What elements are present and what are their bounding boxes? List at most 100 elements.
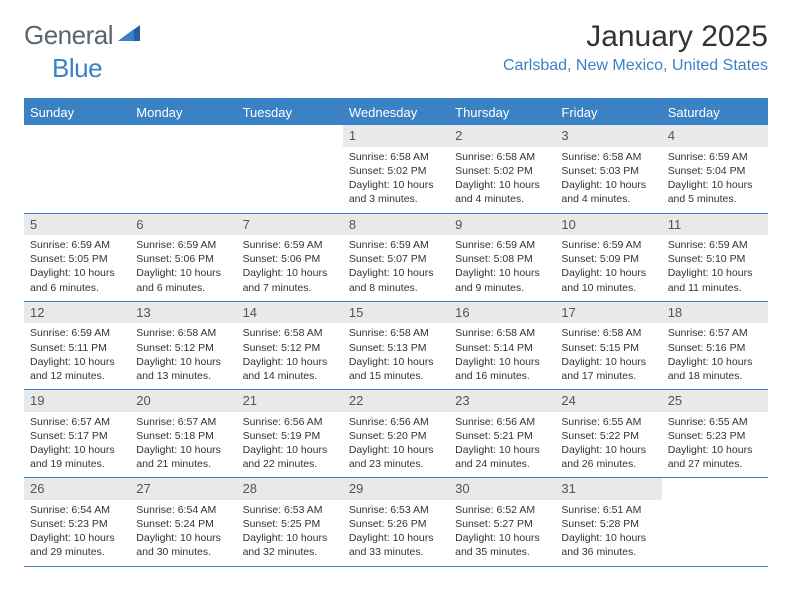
calendar-day-cell: 6Sunrise: 6:59 AMSunset: 5:06 PMDaylight… xyxy=(130,213,236,301)
day-details xyxy=(130,147,236,197)
day-details: Sunrise: 6:58 AMSunset: 5:13 PMDaylight:… xyxy=(343,323,449,389)
day-details: Sunrise: 6:57 AMSunset: 5:17 PMDaylight:… xyxy=(24,412,130,478)
logo-text-general: General xyxy=(24,20,113,51)
weekday-header: Thursday xyxy=(449,99,555,125)
calendar-day-cell: 13Sunrise: 6:58 AMSunset: 5:12 PMDayligh… xyxy=(130,301,236,389)
day-details: Sunrise: 6:58 AMSunset: 5:12 PMDaylight:… xyxy=(130,323,236,389)
calendar-day-cell: 28Sunrise: 6:53 AMSunset: 5:25 PMDayligh… xyxy=(237,478,343,566)
calendar-day-cell: 15Sunrise: 6:58 AMSunset: 5:13 PMDayligh… xyxy=(343,301,449,389)
day-details xyxy=(662,500,768,550)
day-details: Sunrise: 6:58 AMSunset: 5:14 PMDaylight:… xyxy=(449,323,555,389)
day-details: Sunrise: 6:53 AMSunset: 5:26 PMDaylight:… xyxy=(343,500,449,566)
day-details: Sunrise: 6:52 AMSunset: 5:27 PMDaylight:… xyxy=(449,500,555,566)
calendar-day-cell: 12Sunrise: 6:59 AMSunset: 5:11 PMDayligh… xyxy=(24,301,130,389)
calendar-day-cell: 10Sunrise: 6:59 AMSunset: 5:09 PMDayligh… xyxy=(555,213,661,301)
day-details: Sunrise: 6:56 AMSunset: 5:20 PMDaylight:… xyxy=(343,412,449,478)
day-details: Sunrise: 6:59 AMSunset: 5:06 PMDaylight:… xyxy=(130,235,236,301)
calendar-day-cell: 27Sunrise: 6:54 AMSunset: 5:24 PMDayligh… xyxy=(130,478,236,566)
day-number: 27 xyxy=(130,478,236,500)
day-details: Sunrise: 6:59 AMSunset: 5:09 PMDaylight:… xyxy=(555,235,661,301)
day-details: Sunrise: 6:54 AMSunset: 5:24 PMDaylight:… xyxy=(130,500,236,566)
calendar-day-cell: 19Sunrise: 6:57 AMSunset: 5:17 PMDayligh… xyxy=(24,390,130,478)
day-details: Sunrise: 6:58 AMSunset: 5:02 PMDaylight:… xyxy=(343,147,449,213)
calendar-table: SundayMondayTuesdayWednesdayThursdayFrid… xyxy=(24,98,768,567)
calendar-week-row: 26Sunrise: 6:54 AMSunset: 5:23 PMDayligh… xyxy=(24,478,768,566)
day-details xyxy=(237,147,343,197)
calendar-day-cell: 22Sunrise: 6:56 AMSunset: 5:20 PMDayligh… xyxy=(343,390,449,478)
day-details: Sunrise: 6:55 AMSunset: 5:22 PMDaylight:… xyxy=(555,412,661,478)
calendar-day-cell: 29Sunrise: 6:53 AMSunset: 5:26 PMDayligh… xyxy=(343,478,449,566)
calendar-body: 1Sunrise: 6:58 AMSunset: 5:02 PMDaylight… xyxy=(24,125,768,566)
day-number: 30 xyxy=(449,478,555,500)
weekday-header: Saturday xyxy=(662,99,768,125)
calendar-day-cell: 17Sunrise: 6:58 AMSunset: 5:15 PMDayligh… xyxy=(555,301,661,389)
calendar-day-cell: 16Sunrise: 6:58 AMSunset: 5:14 PMDayligh… xyxy=(449,301,555,389)
day-details: Sunrise: 6:58 AMSunset: 5:03 PMDaylight:… xyxy=(555,147,661,213)
calendar-day-cell: 24Sunrise: 6:55 AMSunset: 5:22 PMDayligh… xyxy=(555,390,661,478)
day-number: 26 xyxy=(24,478,130,500)
day-details xyxy=(24,147,130,197)
title-block: January 2025 Carlsbad, New Mexico, Unite… xyxy=(503,20,768,75)
calendar-day-cell: 23Sunrise: 6:56 AMSunset: 5:21 PMDayligh… xyxy=(449,390,555,478)
calendar-head: SundayMondayTuesdayWednesdayThursdayFrid… xyxy=(24,99,768,125)
calendar-day-cell: 30Sunrise: 6:52 AMSunset: 5:27 PMDayligh… xyxy=(449,478,555,566)
day-number: 13 xyxy=(130,302,236,324)
day-number: 4 xyxy=(662,125,768,147)
calendar-day-cell: 18Sunrise: 6:57 AMSunset: 5:16 PMDayligh… xyxy=(662,301,768,389)
calendar-day-cell: 14Sunrise: 6:58 AMSunset: 5:12 PMDayligh… xyxy=(237,301,343,389)
day-number: 17 xyxy=(555,302,661,324)
calendar-day-cell xyxy=(24,125,130,213)
day-number: 29 xyxy=(343,478,449,500)
day-number xyxy=(662,478,768,500)
day-number: 18 xyxy=(662,302,768,324)
day-number: 28 xyxy=(237,478,343,500)
day-details: Sunrise: 6:57 AMSunset: 5:16 PMDaylight:… xyxy=(662,323,768,389)
day-details: Sunrise: 6:55 AMSunset: 5:23 PMDaylight:… xyxy=(662,412,768,478)
calendar-day-cell: 5Sunrise: 6:59 AMSunset: 5:05 PMDaylight… xyxy=(24,213,130,301)
day-details: Sunrise: 6:56 AMSunset: 5:19 PMDaylight:… xyxy=(237,412,343,478)
day-number: 8 xyxy=(343,214,449,236)
weekday-header: Wednesday xyxy=(343,99,449,125)
day-details: Sunrise: 6:59 AMSunset: 5:06 PMDaylight:… xyxy=(237,235,343,301)
calendar-day-cell: 21Sunrise: 6:56 AMSunset: 5:19 PMDayligh… xyxy=(237,390,343,478)
calendar-day-cell: 2Sunrise: 6:58 AMSunset: 5:02 PMDaylight… xyxy=(449,125,555,213)
calendar-day-cell: 9Sunrise: 6:59 AMSunset: 5:08 PMDaylight… xyxy=(449,213,555,301)
day-details: Sunrise: 6:59 AMSunset: 5:04 PMDaylight:… xyxy=(662,147,768,213)
calendar-day-cell: 7Sunrise: 6:59 AMSunset: 5:06 PMDaylight… xyxy=(237,213,343,301)
day-details: Sunrise: 6:59 AMSunset: 5:08 PMDaylight:… xyxy=(449,235,555,301)
calendar-day-cell xyxy=(130,125,236,213)
weekday-header: Sunday xyxy=(24,99,130,125)
day-number: 20 xyxy=(130,390,236,412)
day-details: Sunrise: 6:59 AMSunset: 5:07 PMDaylight:… xyxy=(343,235,449,301)
day-number: 7 xyxy=(237,214,343,236)
day-number: 1 xyxy=(343,125,449,147)
day-details: Sunrise: 6:54 AMSunset: 5:23 PMDaylight:… xyxy=(24,500,130,566)
day-number: 16 xyxy=(449,302,555,324)
calendar-week-row: 19Sunrise: 6:57 AMSunset: 5:17 PMDayligh… xyxy=(24,390,768,478)
calendar-week-row: 12Sunrise: 6:59 AMSunset: 5:11 PMDayligh… xyxy=(24,301,768,389)
day-details: Sunrise: 6:58 AMSunset: 5:02 PMDaylight:… xyxy=(449,147,555,213)
day-number xyxy=(130,125,236,147)
day-number: 21 xyxy=(237,390,343,412)
calendar-day-cell: 1Sunrise: 6:58 AMSunset: 5:02 PMDaylight… xyxy=(343,125,449,213)
calendar-day-cell: 20Sunrise: 6:57 AMSunset: 5:18 PMDayligh… xyxy=(130,390,236,478)
weekday-row: SundayMondayTuesdayWednesdayThursdayFrid… xyxy=(24,99,768,125)
calendar-day-cell xyxy=(662,478,768,566)
day-details: Sunrise: 6:58 AMSunset: 5:12 PMDaylight:… xyxy=(237,323,343,389)
calendar-day-cell: 8Sunrise: 6:59 AMSunset: 5:07 PMDaylight… xyxy=(343,213,449,301)
day-details: Sunrise: 6:59 AMSunset: 5:11 PMDaylight:… xyxy=(24,323,130,389)
day-details: Sunrise: 6:57 AMSunset: 5:18 PMDaylight:… xyxy=(130,412,236,478)
day-number: 15 xyxy=(343,302,449,324)
day-number: 11 xyxy=(662,214,768,236)
calendar-day-cell: 26Sunrise: 6:54 AMSunset: 5:23 PMDayligh… xyxy=(24,478,130,566)
day-number: 9 xyxy=(449,214,555,236)
day-number: 2 xyxy=(449,125,555,147)
calendar-day-cell: 3Sunrise: 6:58 AMSunset: 5:03 PMDaylight… xyxy=(555,125,661,213)
calendar-week-row: 1Sunrise: 6:58 AMSunset: 5:02 PMDaylight… xyxy=(24,125,768,213)
logo-text-blue: Blue xyxy=(52,53,102,84)
day-details: Sunrise: 6:51 AMSunset: 5:28 PMDaylight:… xyxy=(555,500,661,566)
day-details: Sunrise: 6:53 AMSunset: 5:25 PMDaylight:… xyxy=(237,500,343,566)
day-number: 23 xyxy=(449,390,555,412)
day-number: 3 xyxy=(555,125,661,147)
weekday-header: Tuesday xyxy=(237,99,343,125)
